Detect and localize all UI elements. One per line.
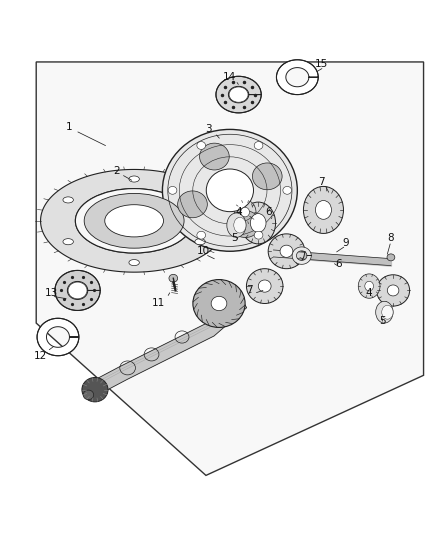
- Polygon shape: [41, 169, 228, 272]
- Text: 3: 3: [205, 124, 212, 134]
- Text: 13: 13: [45, 288, 58, 297]
- Ellipse shape: [195, 239, 205, 245]
- Text: 12: 12: [34, 351, 47, 361]
- Ellipse shape: [387, 254, 395, 261]
- Ellipse shape: [241, 207, 250, 217]
- Ellipse shape: [169, 274, 178, 282]
- Ellipse shape: [247, 269, 283, 303]
- Ellipse shape: [195, 197, 205, 203]
- Ellipse shape: [234, 200, 256, 224]
- Polygon shape: [292, 247, 311, 264]
- Ellipse shape: [63, 239, 74, 245]
- Ellipse shape: [168, 187, 177, 194]
- Text: 7: 7: [246, 286, 253, 295]
- Ellipse shape: [304, 187, 343, 233]
- Text: 10: 10: [197, 246, 210, 256]
- Text: 11: 11: [152, 298, 165, 309]
- Polygon shape: [55, 270, 100, 310]
- Ellipse shape: [197, 231, 205, 239]
- Text: 5: 5: [379, 316, 385, 326]
- Ellipse shape: [63, 197, 74, 203]
- Ellipse shape: [68, 282, 87, 299]
- Ellipse shape: [234, 217, 246, 233]
- Ellipse shape: [254, 142, 263, 149]
- Ellipse shape: [129, 260, 139, 265]
- Text: 6: 6: [266, 207, 272, 217]
- Ellipse shape: [75, 189, 193, 253]
- Ellipse shape: [365, 281, 374, 291]
- Text: 5: 5: [231, 233, 237, 243]
- Ellipse shape: [206, 169, 254, 212]
- Text: 4: 4: [235, 207, 242, 217]
- Ellipse shape: [358, 274, 380, 298]
- Ellipse shape: [82, 377, 108, 402]
- Ellipse shape: [315, 200, 332, 219]
- Text: 1: 1: [66, 122, 72, 132]
- Polygon shape: [36, 62, 424, 475]
- Ellipse shape: [211, 296, 227, 311]
- Ellipse shape: [227, 213, 246, 237]
- Text: 4: 4: [366, 288, 372, 297]
- Ellipse shape: [251, 214, 266, 232]
- Ellipse shape: [254, 231, 263, 239]
- Ellipse shape: [268, 234, 305, 269]
- Ellipse shape: [241, 202, 276, 244]
- Polygon shape: [276, 60, 318, 94]
- Text: 15: 15: [314, 59, 328, 69]
- Ellipse shape: [229, 87, 248, 102]
- Ellipse shape: [84, 193, 184, 248]
- Ellipse shape: [376, 301, 393, 323]
- Ellipse shape: [162, 130, 297, 251]
- Ellipse shape: [283, 187, 292, 194]
- Ellipse shape: [200, 143, 229, 170]
- Text: 6: 6: [336, 260, 342, 269]
- Ellipse shape: [193, 279, 245, 327]
- Text: 14: 14: [223, 72, 237, 82]
- Ellipse shape: [258, 280, 271, 292]
- Polygon shape: [82, 295, 247, 399]
- Ellipse shape: [197, 142, 205, 149]
- Ellipse shape: [230, 211, 260, 238]
- Polygon shape: [216, 76, 261, 113]
- Ellipse shape: [382, 305, 393, 319]
- Ellipse shape: [387, 285, 399, 296]
- Ellipse shape: [105, 205, 163, 237]
- Ellipse shape: [280, 245, 293, 257]
- Ellipse shape: [129, 176, 139, 182]
- Polygon shape: [37, 318, 79, 356]
- Ellipse shape: [377, 275, 410, 306]
- Text: 7: 7: [318, 176, 325, 187]
- Text: 8: 8: [388, 233, 394, 243]
- Ellipse shape: [178, 191, 207, 218]
- Ellipse shape: [252, 163, 282, 190]
- Ellipse shape: [83, 390, 94, 400]
- Text: 9: 9: [342, 238, 349, 247]
- Text: 2: 2: [113, 166, 120, 176]
